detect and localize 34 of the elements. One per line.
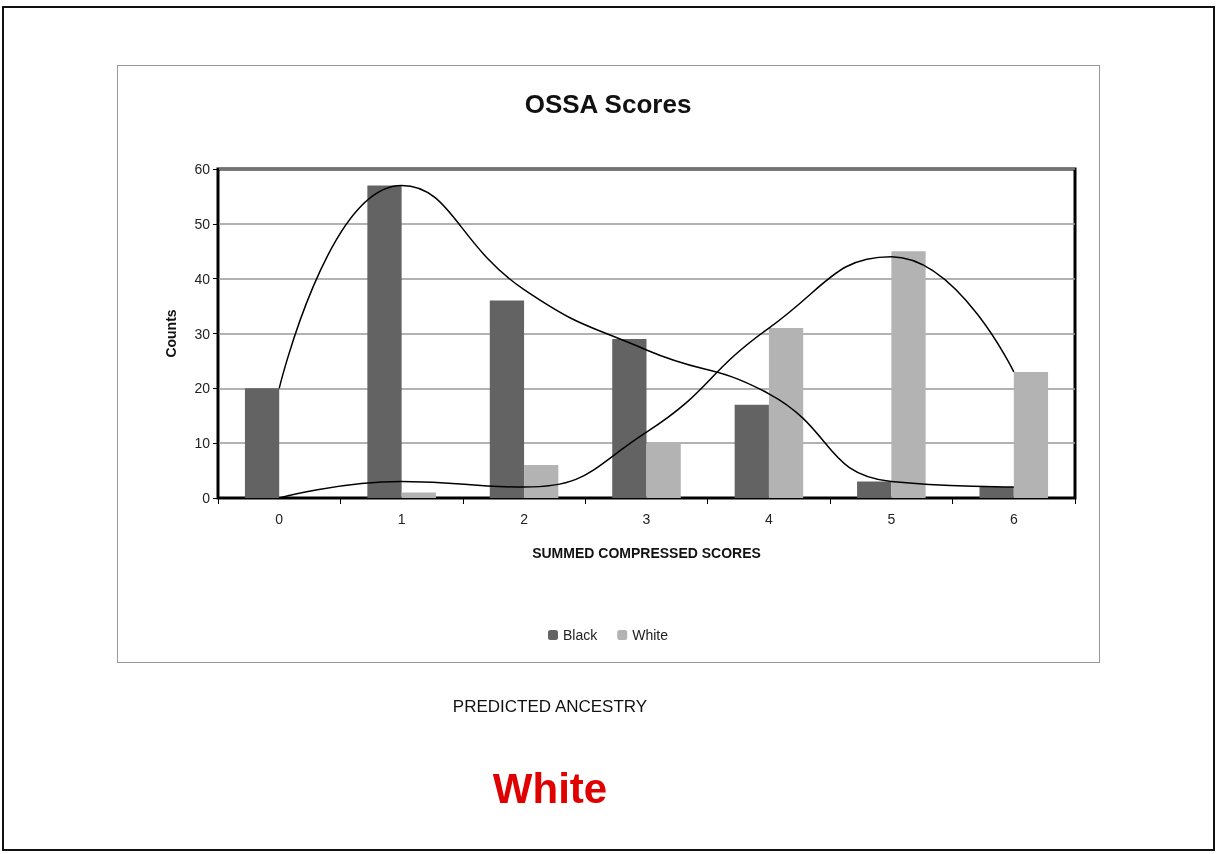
- x-tick-label: 3: [642, 511, 651, 527]
- x-axis-title: SUMMED COMPRESSED SCORES: [532, 545, 761, 561]
- text: PREDICTED ANCESTRY: [451, 697, 649, 717]
- bar: [524, 465, 559, 498]
- y-axis-title: Counts: [163, 309, 179, 358]
- x-tick-label: 6: [1009, 511, 1018, 527]
- y-tick-label: 20: [194, 380, 211, 397]
- legend-label: White: [632, 627, 669, 643]
- bar: [244, 388, 280, 498]
- bar: [979, 487, 1014, 498]
- bar: [768, 328, 804, 498]
- bar: [891, 251, 926, 498]
- bar: [612, 338, 647, 498]
- x-tick-label: 0: [275, 511, 284, 527]
- y-tick-label: 60: [194, 161, 211, 177]
- bar: [401, 492, 436, 498]
- legend-label: Black: [562, 627, 599, 643]
- bar: [1013, 371, 1049, 498]
- bar: [367, 185, 402, 498]
- bar: [734, 404, 769, 498]
- bar: [489, 300, 525, 498]
- text: White: [491, 765, 609, 813]
- x-tick-label: 2: [520, 511, 529, 527]
- y-tick-label: 0: [202, 490, 211, 506]
- y-tick-label: 50: [194, 215, 211, 232]
- bar: [646, 443, 681, 498]
- x-tick-label: 5: [887, 511, 896, 527]
- y-tick-label: 10: [194, 435, 211, 452]
- chart-title: OSSA Scores: [524, 89, 692, 119]
- y-tick-label: 40: [194, 270, 211, 287]
- bar: [857, 481, 892, 498]
- x-tick-label: 4: [765, 511, 774, 527]
- y-tick-label: 30: [194, 325, 211, 342]
- x-tick-label: 1: [397, 511, 406, 527]
